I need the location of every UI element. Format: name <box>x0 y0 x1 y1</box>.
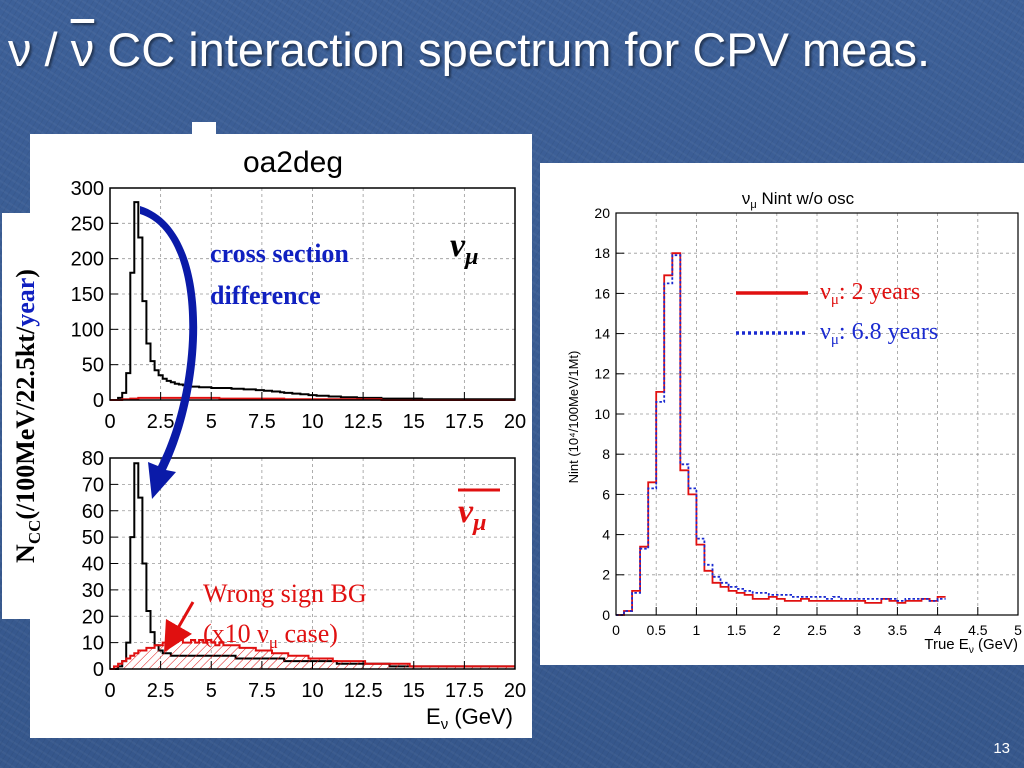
y-tick-label: 60 <box>82 501 104 523</box>
x-tick-label: 20 <box>504 411 526 433</box>
y-tick-label: 14 <box>594 326 610 342</box>
y-tick-label: 20 <box>82 606 104 628</box>
x-tick-label: 2 <box>773 622 781 638</box>
y-tick-label: 0 <box>93 659 104 681</box>
x-tick-label: 20 <box>504 680 526 702</box>
x-tick-label: 10 <box>301 411 323 433</box>
x-tick-label: 5 <box>206 680 217 702</box>
x-tick-label: 5 <box>206 411 217 433</box>
right-y-axis-label: Nint (10⁴/100MeV/1Mt) <box>566 351 581 484</box>
x-tick-label: 10 <box>301 680 323 702</box>
left-charts: oa2deg 0 2.5 5 7.5 10 12.5 15 17.5 2005010015020… <box>71 146 527 733</box>
x-tick-label: 17.5 <box>445 680 484 702</box>
x-tick-label: 1.5 <box>727 622 747 638</box>
title-text: CC interaction spectrum for CPV meas. <box>94 23 931 76</box>
x-tick-label: 1 <box>693 622 701 638</box>
bottom-plot: 0 2.5 5 7.5 10 12.5 15 17.5 20 0 10 20 30 40 50 60 70 80 <box>82 448 526 702</box>
left-x-axis-label: Eν (GeV) <box>426 704 513 733</box>
series-line-0 <box>616 252 946 616</box>
x-tick-label: 2.5 <box>807 622 827 638</box>
wrong-sign-arrow <box>164 601 195 653</box>
slide-title: ν / ν CC interaction spectrum for CPV me… <box>8 22 1018 77</box>
x-tick-label: 12.5 <box>344 411 383 433</box>
y-tick-label: 2 <box>602 567 610 583</box>
y-tick-label: 8 <box>602 446 610 462</box>
x-tick-label: 15 <box>403 680 425 702</box>
y-tick-label: 20 <box>594 205 610 221</box>
y-tick-label: 10 <box>594 406 610 422</box>
x-tick-label: 3 <box>853 622 861 638</box>
y-tick-label: 300 <box>71 178 104 200</box>
y-axis-label-box <box>2 213 54 619</box>
x-tick-label: 12.5 <box>344 680 383 702</box>
y-tick-label: 150 <box>71 284 104 306</box>
y-tick-label: 0 <box>93 390 104 412</box>
curved-arrow-icon <box>140 206 198 499</box>
x-tick-label: 3.5 <box>888 622 908 638</box>
wrong-sign-line1: Wrong sign BG <box>203 579 367 608</box>
xsec-annotation-line2: difference <box>210 281 321 310</box>
left-chart-panel <box>30 134 532 738</box>
right-chart: νμ Nint w/o osc Nint (10⁴/100MeV/1Mt) Tr… <box>566 189 1022 656</box>
x-tick-label: 0 <box>612 622 620 638</box>
x-tick-label: 0 <box>104 411 115 433</box>
y-tick-label: 200 <box>71 249 104 271</box>
legend-text-6-8years: νμ: 6.8 years <box>820 319 938 348</box>
x-tick-label: 2.5 <box>147 680 175 702</box>
title-nubar: ν <box>70 23 95 76</box>
x-tick-label: 15 <box>403 411 425 433</box>
x-tick-label: 5 <box>1014 622 1022 638</box>
right-plot: 0 0.5 1 1.5 2 2.5 3 3.5 4 4.5 5 0 2 4 6 8 10 12 14 16 18 20 <box>594 205 1022 638</box>
page-number: 13 <box>993 740 1010 757</box>
y-tick-label: 70 <box>82 474 104 496</box>
x-tick-label: 4.5 <box>968 622 988 638</box>
right-chart-title: νμ Nint w/o osc <box>742 189 855 211</box>
right-x-axis-label: True Eν (GeV) <box>924 636 1018 656</box>
x-tick-label: 2.5 <box>147 411 175 433</box>
y-tick-label: 250 <box>71 213 104 235</box>
legend-text-2years: νμ: 2 years <box>820 279 920 308</box>
series-line-1 <box>110 639 515 670</box>
x-tick-label: 7.5 <box>248 411 276 433</box>
y-tick-label: 10 <box>82 633 104 655</box>
y-tick-label: 50 <box>82 527 104 549</box>
y-tick-label: 40 <box>82 554 104 576</box>
x-tick-label: 4 <box>934 622 942 638</box>
y-tick-label: 30 <box>82 580 104 602</box>
y-tick-label: 80 <box>82 448 104 470</box>
x-tick-label: 0.5 <box>646 622 666 638</box>
y-tick-label: 18 <box>594 245 610 261</box>
title-nu: ν <box>8 23 32 76</box>
y-tick-label: 0 <box>602 607 610 623</box>
y-tick-label: 6 <box>602 486 610 502</box>
left-panel-tab <box>192 122 216 138</box>
series-line-1 <box>616 254 946 616</box>
x-tick-label: 17.5 <box>445 411 484 433</box>
left-heading: oa2deg <box>243 146 343 179</box>
title-separator: / <box>31 23 71 76</box>
y-tick-label: 50 <box>82 355 104 377</box>
y-tick-label: 4 <box>602 527 610 543</box>
numubar-label: νμ <box>458 493 486 536</box>
numu-label: νμ <box>450 227 478 270</box>
y-tick-label: 16 <box>594 285 610 301</box>
xsec-annotation-line1: cross section <box>210 239 349 268</box>
y-tick-label: 100 <box>71 319 104 341</box>
x-tick-label: 7.5 <box>248 680 276 702</box>
x-tick-label: 0 <box>104 680 115 702</box>
wrong-sign-line2: (x10 νμ case) <box>203 619 338 652</box>
y-tick-label: 12 <box>594 366 610 382</box>
